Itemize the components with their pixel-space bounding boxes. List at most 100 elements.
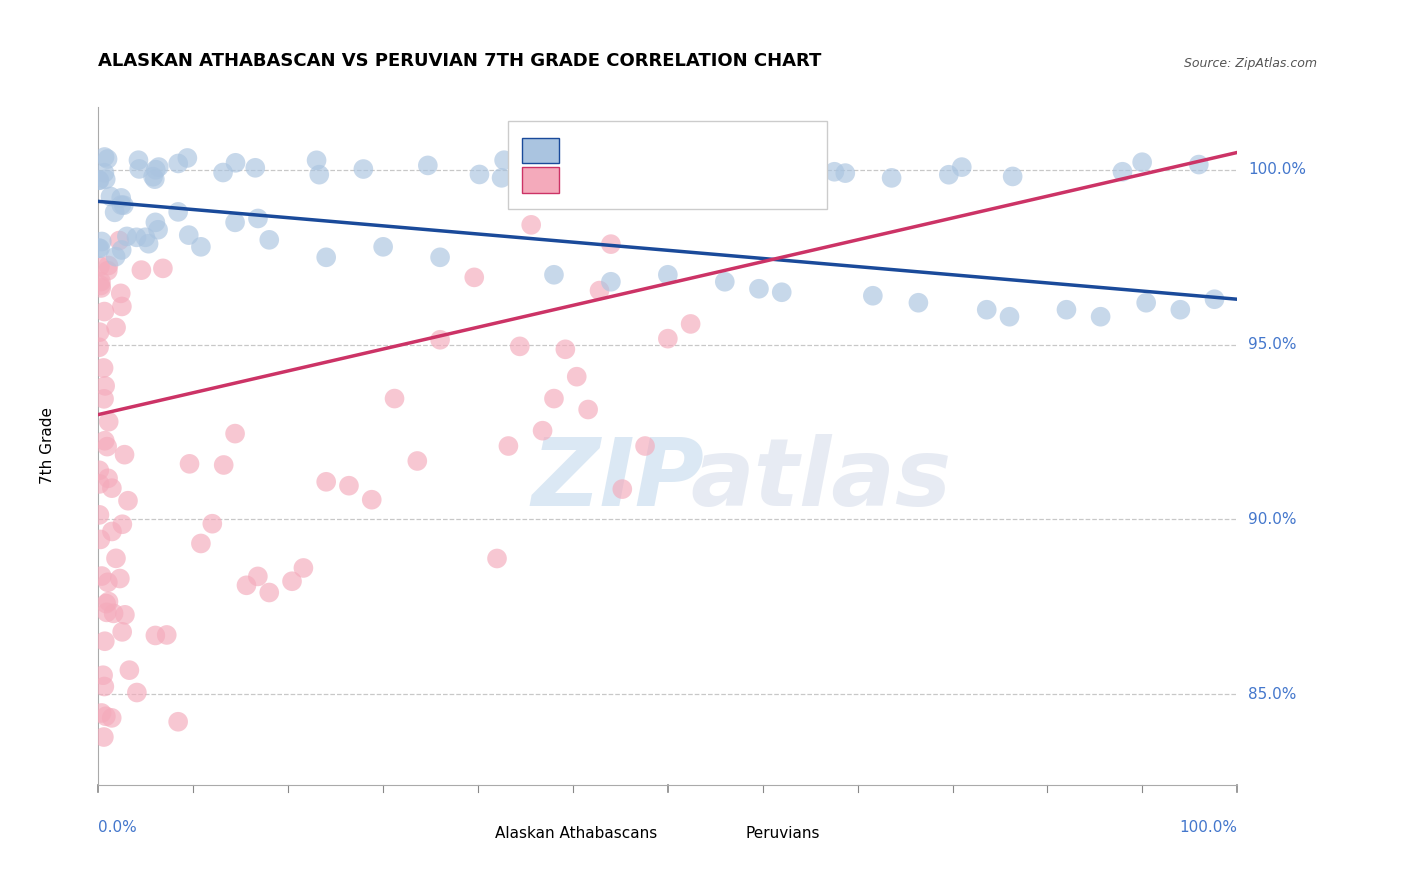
Point <box>235 578 257 592</box>
Point <box>224 426 246 441</box>
Point <box>156 628 179 642</box>
Point <box>125 685 148 699</box>
Point <box>509 339 531 353</box>
Point <box>416 158 439 172</box>
Point <box>612 482 634 496</box>
Point <box>225 156 247 170</box>
Point <box>97 264 120 278</box>
Point <box>87 173 110 187</box>
Text: Peruvians: Peruvians <box>745 826 820 841</box>
Point <box>93 150 115 164</box>
Point <box>429 250 451 264</box>
Point <box>498 439 520 453</box>
Point <box>89 463 111 477</box>
Point <box>91 668 114 682</box>
Point <box>1170 302 1192 317</box>
Point <box>938 168 960 182</box>
Point <box>634 439 657 453</box>
Point <box>94 172 117 186</box>
Point <box>486 551 509 566</box>
Text: R =  0.391   N = 86: R = 0.391 N = 86 <box>569 171 747 189</box>
Point <box>89 325 111 339</box>
Point <box>384 392 406 406</box>
Point <box>97 259 120 273</box>
Point <box>259 233 281 247</box>
Point <box>600 275 623 289</box>
Point <box>748 282 770 296</box>
Point <box>104 551 127 566</box>
Point <box>463 270 485 285</box>
Point <box>93 680 115 694</box>
Text: 100.0%: 100.0% <box>1249 162 1306 178</box>
Point <box>90 278 112 293</box>
Point <box>96 440 118 454</box>
Point <box>190 536 212 550</box>
FancyBboxPatch shape <box>522 137 558 163</box>
Text: 100.0%: 100.0% <box>1180 820 1237 835</box>
Point <box>115 229 138 244</box>
Point <box>588 284 610 298</box>
Point <box>352 162 374 177</box>
Point <box>292 561 315 575</box>
Point <box>89 508 111 522</box>
Point <box>93 434 115 448</box>
Point <box>657 268 679 282</box>
Text: atlas: atlas <box>690 434 952 526</box>
Point <box>114 607 136 622</box>
Point <box>90 281 112 295</box>
Point <box>190 240 212 254</box>
Point <box>576 402 599 417</box>
Point <box>371 240 394 254</box>
Point <box>679 317 702 331</box>
Point <box>111 624 134 639</box>
Point <box>246 211 269 226</box>
Point <box>770 285 793 300</box>
Point <box>167 156 190 170</box>
Point <box>89 241 111 255</box>
Point <box>128 161 150 176</box>
Text: 90.0%: 90.0% <box>1249 512 1296 527</box>
Point <box>110 286 132 301</box>
Point <box>90 275 112 289</box>
Point <box>565 369 588 384</box>
Point <box>1204 292 1226 306</box>
Point <box>714 275 737 289</box>
Point <box>145 162 167 177</box>
Point <box>783 156 806 170</box>
Text: 0.0%: 0.0% <box>98 820 138 835</box>
Point <box>105 320 128 334</box>
Point <box>101 524 124 539</box>
Point <box>224 215 246 229</box>
FancyBboxPatch shape <box>509 120 827 209</box>
Point <box>406 454 429 468</box>
Point <box>1111 165 1133 179</box>
Text: Source: ZipAtlas.com: Source: ZipAtlas.com <box>1184 57 1317 70</box>
Point <box>950 160 973 174</box>
Point <box>259 585 281 599</box>
Point <box>96 597 118 611</box>
Point <box>127 153 149 168</box>
Point <box>834 166 856 180</box>
Point <box>134 230 156 244</box>
Point <box>494 153 516 168</box>
Point <box>520 218 543 232</box>
Point <box>114 448 136 462</box>
Point <box>97 415 120 429</box>
Point <box>96 152 118 166</box>
Text: 7th Grade: 7th Grade <box>39 408 55 484</box>
Point <box>146 223 169 237</box>
Point <box>315 475 337 489</box>
Point <box>167 714 190 729</box>
Point <box>468 168 491 182</box>
Point <box>315 250 337 264</box>
Point <box>1001 169 1024 184</box>
Point <box>96 606 118 620</box>
Point <box>657 332 679 346</box>
Point <box>543 268 565 282</box>
Text: Alaskan Athabascans: Alaskan Athabascans <box>495 826 657 841</box>
Point <box>118 663 141 677</box>
Point <box>600 237 623 252</box>
Text: R = -0.359   N = 74: R = -0.359 N = 74 <box>569 142 747 160</box>
Point <box>176 151 198 165</box>
Point <box>907 295 929 310</box>
